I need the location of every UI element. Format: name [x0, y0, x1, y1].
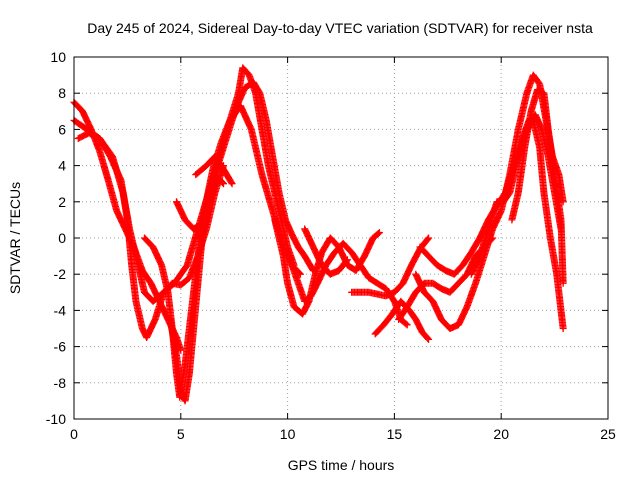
- chart-title: Day 245 of 2024, Sidereal Day-to-day VTE…: [87, 20, 593, 36]
- x-axis-label: GPS time / hours: [288, 457, 395, 473]
- x-tick-label-3: 15: [387, 426, 403, 442]
- x-tick-label-4: 20: [493, 426, 509, 442]
- y-tick-label-4: -2: [54, 266, 67, 282]
- x-tick-label-1: 5: [177, 426, 185, 442]
- y-tick-label-7: 4: [58, 158, 66, 174]
- x-tick-label-5: 25: [600, 426, 616, 442]
- x-tick-label-0: 0: [70, 426, 78, 442]
- series-sat-d: [140, 64, 298, 401]
- data-points: [70, 64, 567, 405]
- y-tick-label-3: -4: [54, 302, 67, 318]
- y-axis-label: SDTVAR / TECUs: [7, 182, 23, 294]
- y-tick-label-10: 10: [50, 49, 66, 65]
- y-tick-label-5: 0: [58, 230, 66, 246]
- series-sat-e: [166, 78, 317, 405]
- y-tick-label-8: 6: [58, 121, 66, 137]
- data-point-416: [296, 270, 304, 278]
- x-tick-label-2: 10: [280, 426, 296, 442]
- y-tick-label-1: -8: [54, 375, 67, 391]
- y-tick-label-2: -6: [54, 339, 67, 355]
- y-tick-label-9: 8: [58, 85, 66, 101]
- y-tick-label-0: -10: [46, 411, 66, 427]
- y-tick-label-6: 2: [58, 194, 66, 210]
